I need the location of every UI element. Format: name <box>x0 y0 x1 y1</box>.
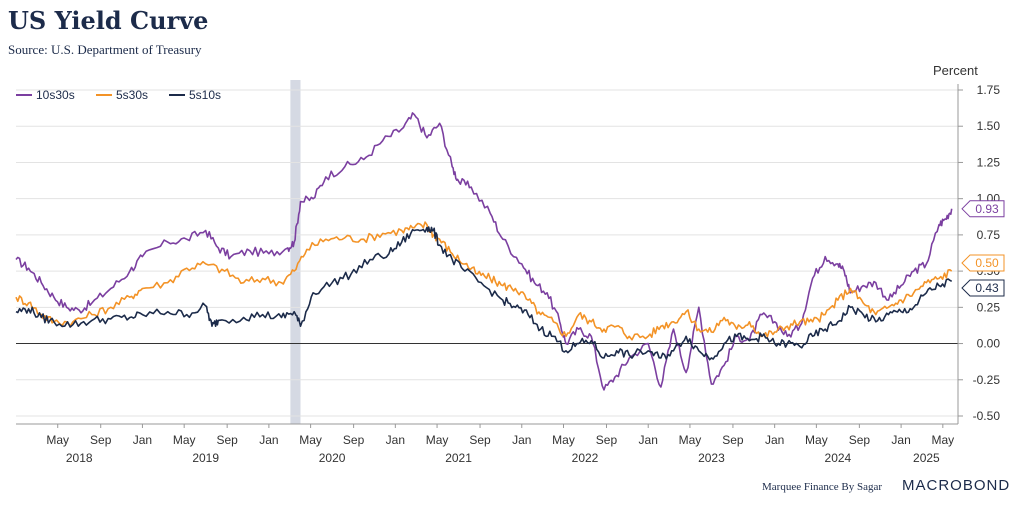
svg-text:0.50: 0.50 <box>975 256 999 270</box>
end-value-tag-10s30s: 0.93 <box>961 200 1005 218</box>
recession-band <box>290 80 301 424</box>
x-tick-label: May <box>173 433 196 447</box>
footer-credit: Marquee Finance By Sagar <box>762 481 883 493</box>
x-year-label: 2023 <box>698 451 725 465</box>
x-tick-label: Jan <box>891 433 910 447</box>
x-tick-label: May <box>931 433 954 447</box>
x-tick-label: Jan <box>386 433 405 447</box>
y-tick-label: 0.25 <box>977 300 1001 314</box>
x-year-label: 2020 <box>319 451 346 465</box>
x-tick-label: Sep <box>722 433 744 447</box>
end-value-tag-5s30s: 0.50 <box>961 254 1005 272</box>
legend-label-10s30s: 10s30s <box>36 88 75 102</box>
x-year-label: 2025 <box>913 451 940 465</box>
svg-text:0.43: 0.43 <box>975 281 999 295</box>
chart-title: US Yield Curve <box>8 6 209 35</box>
y-tick-label: -0.50 <box>973 409 1001 423</box>
x-tick-label: May <box>679 433 702 447</box>
x-year-label: 2019 <box>192 451 219 465</box>
x-tick-label: Jan <box>639 433 658 447</box>
x-tick-label: Sep <box>596 433 618 447</box>
legend-label-5s10s: 5s10s <box>189 88 221 102</box>
x-tick-label: May <box>805 433 828 447</box>
legend-label-5s30s: 5s30s <box>116 88 148 102</box>
y-tick-label: 1.25 <box>977 155 1001 169</box>
x-tick-label: May <box>552 433 575 447</box>
y-tick-label: 0.00 <box>977 337 1001 351</box>
x-year-label: 2022 <box>572 451 599 465</box>
y-tick-label: 1.50 <box>977 119 1001 133</box>
y-tick-label: 1.75 <box>977 83 1001 97</box>
x-tick-label: Jan <box>765 433 784 447</box>
x-tick-label: Sep <box>849 433 871 447</box>
brand-logo: MACROBOND <box>902 477 1011 494</box>
x-tick-label: May <box>46 433 69 447</box>
end-value-tag-5s10s: 0.43 <box>961 279 1005 297</box>
chart-subtitle: Source: U.S. Department of Treasury <box>8 42 202 57</box>
y-tick-label: -0.25 <box>973 373 1001 387</box>
series-line-5s30s <box>15 221 953 341</box>
x-tick-label: Jan <box>512 433 531 447</box>
y-tick-label: 0.75 <box>977 228 1001 242</box>
x-tick-label: Sep <box>343 433 365 447</box>
x-tick-label: Sep <box>469 433 491 447</box>
x-year-label: 2024 <box>825 451 852 465</box>
x-tick-label: May <box>426 433 449 447</box>
x-tick-label: May <box>299 433 322 447</box>
svg-text:0.93: 0.93 <box>975 202 999 216</box>
x-tick-label: Jan <box>259 433 278 447</box>
x-tick-label: Jan <box>133 433 152 447</box>
series-line-10s30s <box>15 112 953 391</box>
x-year-label: 2018 <box>66 451 93 465</box>
series-line-5s10s <box>15 226 953 361</box>
x-tick-label: Sep <box>216 433 238 447</box>
y-axis-label: Percent <box>933 63 978 78</box>
x-tick-label: Sep <box>90 433 112 447</box>
x-year-label: 2021 <box>445 451 472 465</box>
